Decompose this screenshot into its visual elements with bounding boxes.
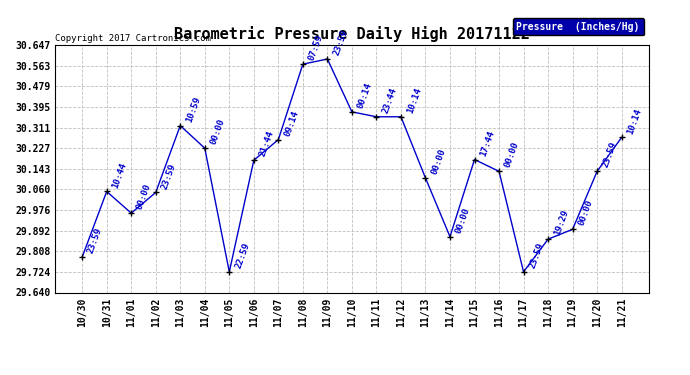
Text: 00:00: 00:00: [209, 118, 226, 146]
Text: 00:00: 00:00: [577, 199, 594, 227]
Text: 21:44: 21:44: [258, 130, 275, 158]
Text: 23:59: 23:59: [601, 141, 619, 169]
Text: 00:00: 00:00: [503, 141, 521, 169]
Text: 00:14: 00:14: [356, 81, 374, 110]
Text: 07:59: 07:59: [307, 34, 325, 62]
Text: 23:59: 23:59: [160, 162, 177, 190]
Text: 23:59: 23:59: [332, 28, 349, 57]
Text: 22:59: 22:59: [233, 242, 251, 270]
Text: 19:29: 19:29: [552, 209, 570, 237]
Legend: Pressure  (Inches/Hg): Pressure (Inches/Hg): [513, 18, 644, 36]
Text: 23:59: 23:59: [528, 242, 545, 270]
Text: Copyright 2017 Cartronics.com: Copyright 2017 Cartronics.com: [55, 33, 211, 42]
Text: 10:44: 10:44: [111, 161, 128, 189]
Text: 23:44: 23:44: [381, 86, 398, 115]
Text: 10:14: 10:14: [405, 86, 423, 115]
Text: 23:59: 23:59: [86, 226, 104, 255]
Text: 09:14: 09:14: [282, 109, 300, 138]
Text: 10:59: 10:59: [184, 95, 202, 123]
Text: 00:00: 00:00: [454, 206, 472, 234]
Title: Barometric Pressure Daily High 20171122: Barometric Pressure Daily High 20171122: [174, 27, 530, 42]
Text: 00:00: 00:00: [135, 183, 153, 211]
Text: 10:14: 10:14: [626, 107, 644, 135]
Text: 00:00: 00:00: [430, 147, 447, 176]
Text: 17:44: 17:44: [479, 129, 496, 158]
